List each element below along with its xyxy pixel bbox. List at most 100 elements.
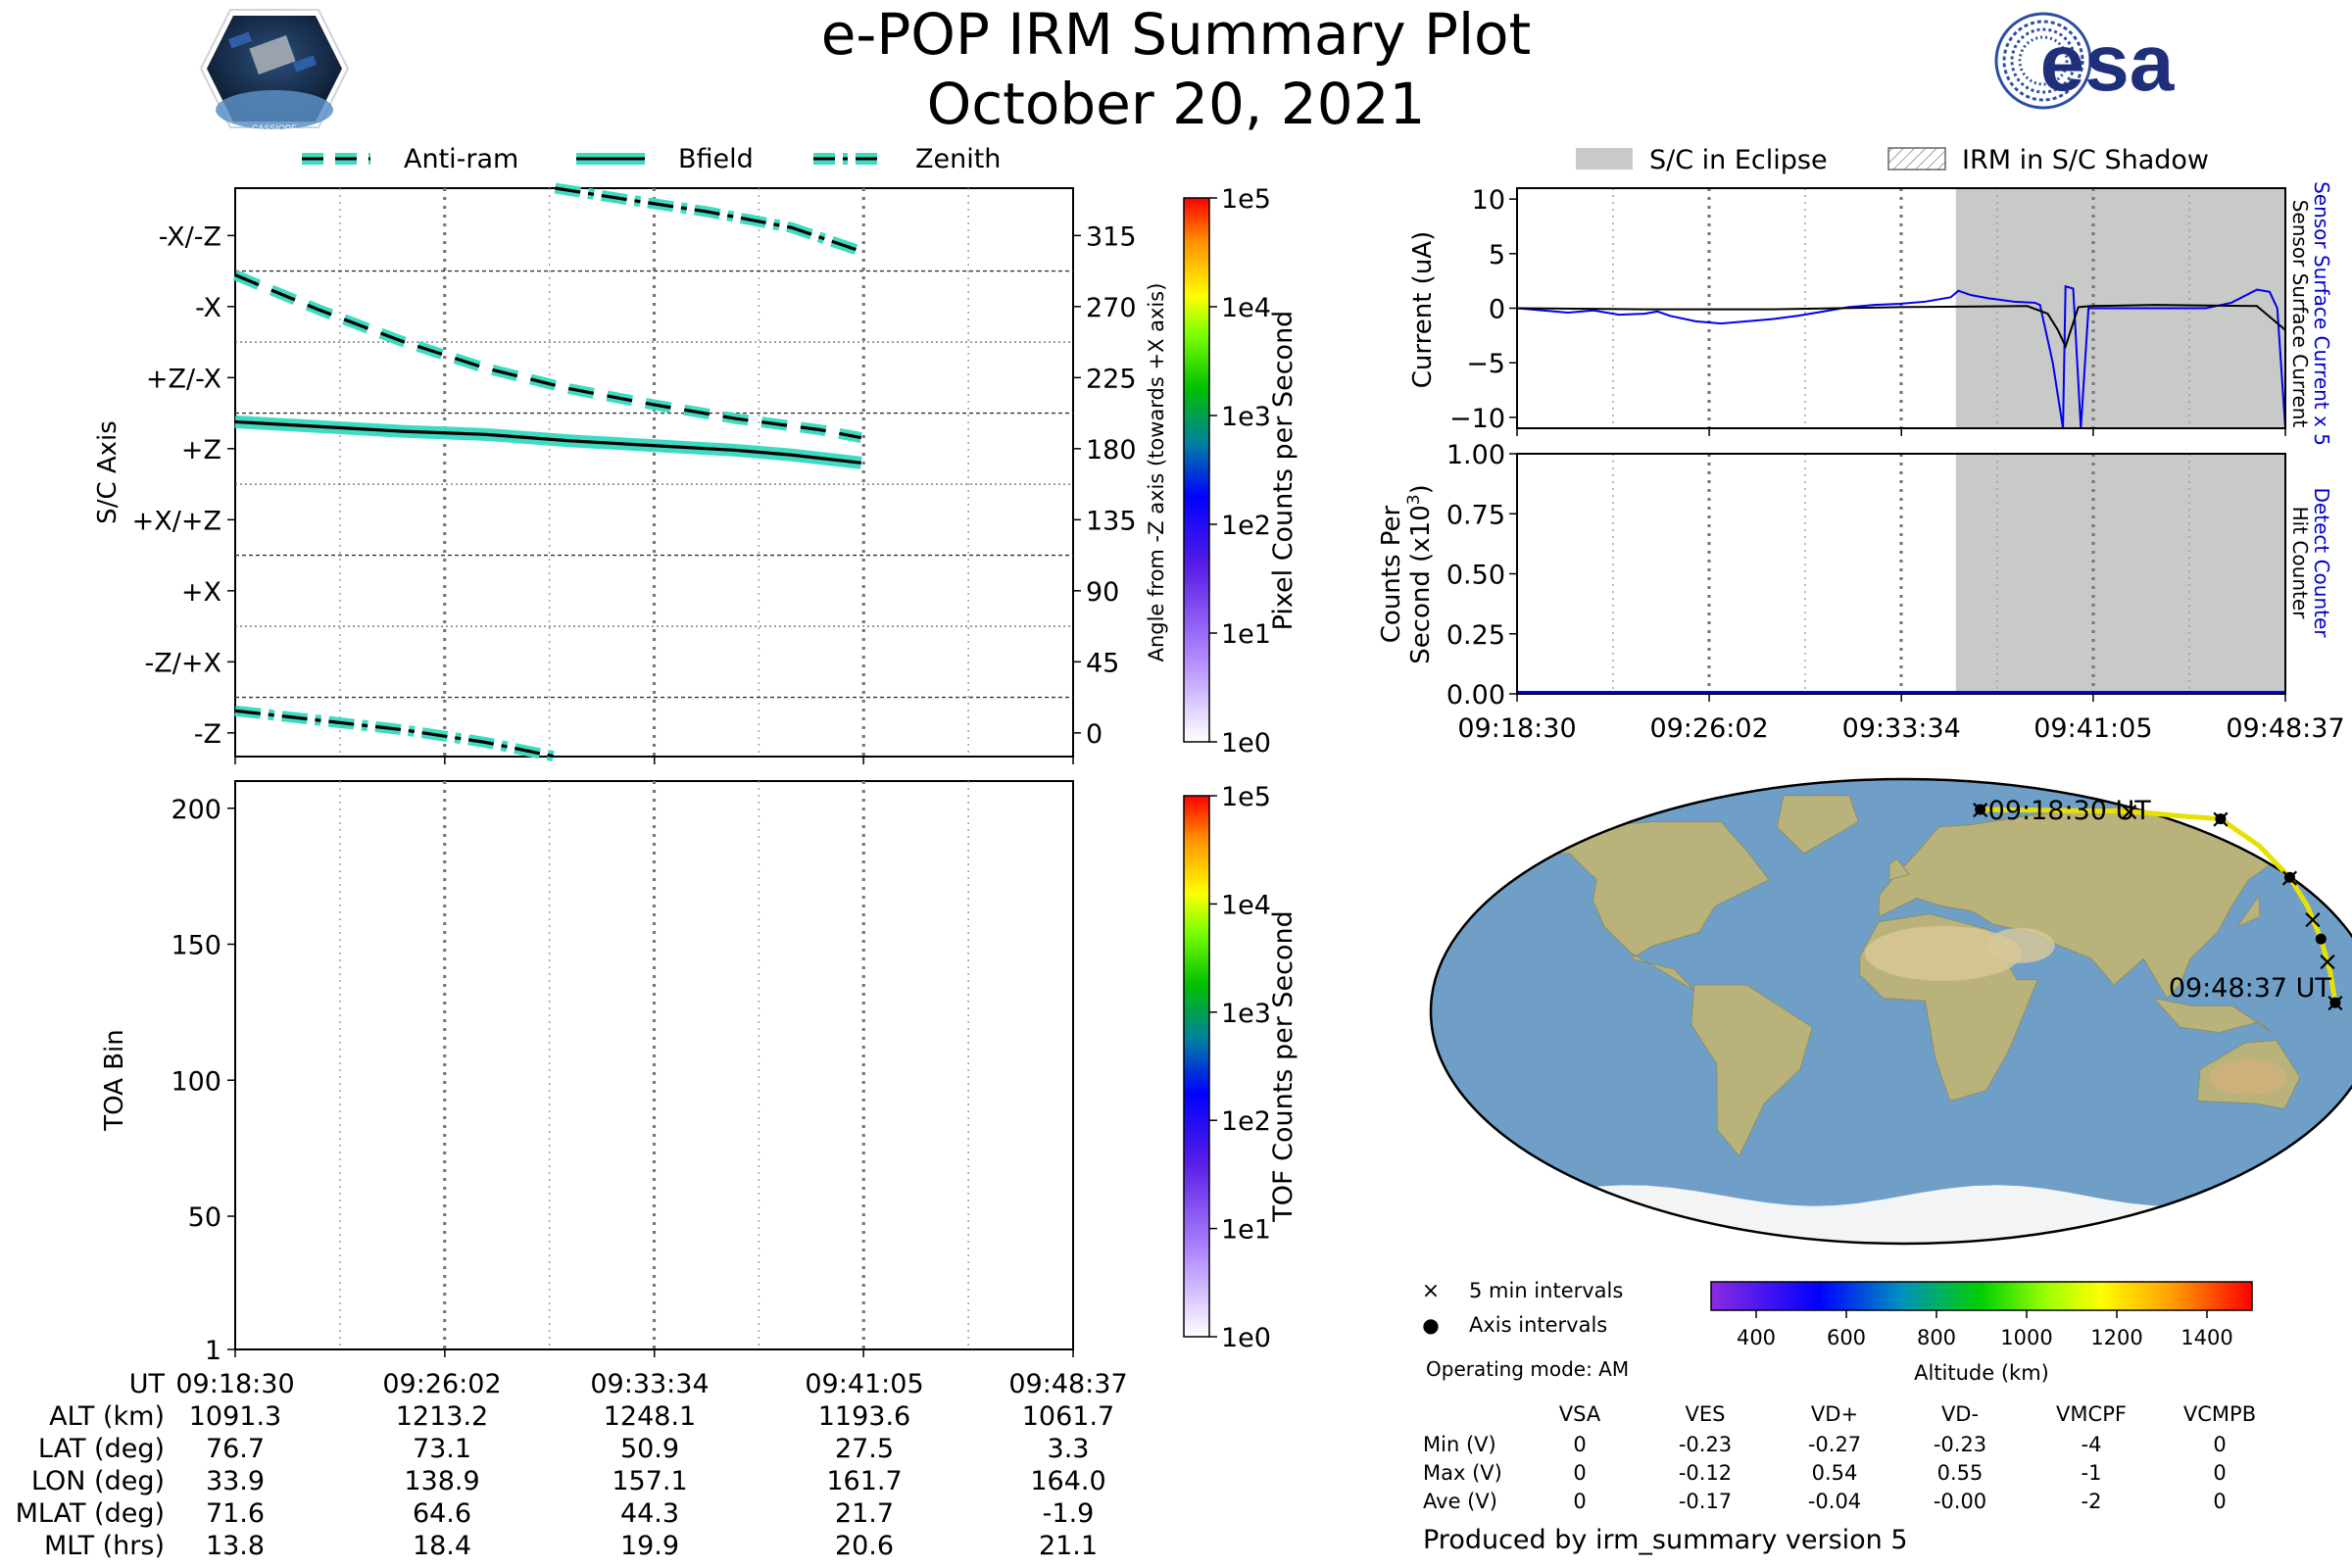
ephemeris-cell: 18.4 <box>413 1531 471 1561</box>
ephemeris-row-label: LAT (deg) <box>38 1434 165 1464</box>
altitude-tick-label: 400 <box>1737 1326 1776 1349</box>
map-legend: × 5 min intervals ● Axis intervals <box>1422 1279 1624 1337</box>
y-tick-label: 1 <box>205 1336 221 1366</box>
voltage-column-header: VD+ <box>1811 1402 1858 1426</box>
land-sahara <box>1864 925 2022 981</box>
voltage-cell: 0 <box>1573 1490 1586 1513</box>
y-category-tick-label: -X/-Z <box>159 221 221 252</box>
ephemeris-row-label: UT <box>129 1369 166 1399</box>
ephemeris-row-label: MLAT (deg) <box>16 1498 165 1529</box>
line-style-legend: Anti-ram Bfield Zenith <box>302 144 1001 174</box>
tof-counts-colorbar: 1e0 1e1 1e2 1e3 1e4 1e5 TOF Counts per Second <box>1183 782 1298 1353</box>
ephemeris-cell: 161.7 <box>826 1466 902 1496</box>
land-britain <box>1888 858 1910 881</box>
altitude-tick-label: 600 <box>1827 1326 1866 1349</box>
toa-ylabel: TOA Bin <box>100 1029 129 1131</box>
y2-tick-label: 315 <box>1086 221 1137 252</box>
altitude-colorbar-label: Altitude (km) <box>1914 1361 2049 1385</box>
voltage-cell: 0 <box>2213 1461 2226 1485</box>
altitude-tick-label: 800 <box>1917 1326 1956 1349</box>
voltage-column-header: VCMPB <box>2183 1402 2256 1426</box>
ephemeris-cell: 27.5 <box>835 1434 894 1464</box>
y-tick-label: 0.75 <box>1446 500 1505 530</box>
colorbar-tick-label: 1e0 <box>1221 728 1271 759</box>
map-border <box>1429 777 2352 1246</box>
ephemeris-cell: 164.0 <box>1030 1466 1105 1496</box>
colorbar-tick-label: 1e1 <box>1221 1215 1271 1246</box>
colorbar-tick-label: 1e4 <box>1221 890 1271 920</box>
voltage-cell: -0.12 <box>1679 1461 1732 1485</box>
land-south-america <box>1690 984 1813 1157</box>
counts-right-label-blue: Detect Counter <box>2310 488 2333 639</box>
footer-credit: Produced by irm_summary version 5 <box>1423 1525 1908 1555</box>
ephemeris-cell: 13.8 <box>206 1531 265 1561</box>
current-series-line <box>1516 284 2286 429</box>
ephemeris-cell: 1091.3 <box>189 1401 281 1432</box>
altitude-tick-label: 1400 <box>2180 1326 2232 1349</box>
current-series-line <box>1516 304 2286 350</box>
y2-tick-label: 45 <box>1086 648 1119 678</box>
ephemeris-cell: 20.6 <box>835 1531 894 1561</box>
map-legend-label: Axis intervals <box>1469 1313 1607 1337</box>
altitude-colorbar: 400 600 800 1000 1200 1400 Altitude (km) <box>1710 1281 2253 1385</box>
y-tick-label: −5 <box>1466 349 1505 379</box>
voltage-cell: 0.54 <box>1812 1461 1858 1485</box>
y2-tick-label: 135 <box>1086 506 1137 536</box>
y2-tick-label: 270 <box>1086 293 1137 323</box>
cassiope-logo-text: CASSIOPE <box>252 123 297 133</box>
current-right-label-black: Sensor Surface Current <box>2288 200 2312 428</box>
ephemeris-cell: -1.9 <box>1043 1498 1095 1529</box>
pixel-counts-colorbar: 1e0 1e1 1e2 1e3 1e4 1e5 Pixel Counts per Seco… <box>1183 184 1298 759</box>
ephemeris-cell: 09:48:37 <box>1008 1369 1127 1399</box>
y-category-tick-label: +X <box>181 577 221 608</box>
x-tick-label: 09:18:30 <box>1457 713 1576 744</box>
voltage-cell: 0 <box>1573 1433 1586 1456</box>
sc-axis-y2label: Angle from -Z axis (towards +X axis) <box>1145 283 1168 662</box>
esa-logo: esa <box>1994 12 2176 110</box>
series-line-zenith <box>555 186 862 253</box>
y-tick-label: 0.50 <box>1446 561 1505 591</box>
ephemeris-cell: 09:33:34 <box>590 1369 709 1399</box>
x-tick-label: 09:26:02 <box>1649 713 1768 744</box>
counts-right-label-black: Hit Counter <box>2288 507 2312 619</box>
axis-interval-marker <box>2315 933 2327 945</box>
y2-tick-label: 225 <box>1086 364 1137 394</box>
ephemeris-cell: 09:41:05 <box>805 1369 923 1399</box>
y-tick-label: 50 <box>188 1202 221 1233</box>
voltage-table: VSA VES VD+ VD- VMCPF VCMPB Min (V) 0 -0.23 -0.27… <box>1423 1402 2256 1513</box>
voltage-cell: -0.04 <box>1808 1490 1861 1513</box>
voltage-cell: 0.55 <box>1937 1461 1984 1485</box>
legend-swatch <box>1576 148 1633 170</box>
y-tick-label: 10 <box>1472 185 1505 216</box>
ephemeris-cell: 157.1 <box>612 1466 687 1496</box>
series-line-zenith <box>234 709 556 759</box>
voltage-row-label: Ave (V) <box>1423 1490 1497 1513</box>
land-japan <box>2235 894 2261 929</box>
land-outback <box>2209 1059 2288 1096</box>
y-tick-label: 0.25 <box>1446 620 1505 651</box>
y-category-tick-label: -Z <box>194 719 221 750</box>
colorbar-tick-label: 1e4 <box>1221 293 1271 323</box>
y-tick-label: 150 <box>171 931 221 961</box>
axis-interval-marker <box>2329 997 2341 1008</box>
land-greenland <box>1777 795 1859 855</box>
y2-tick-label: 90 <box>1086 577 1119 608</box>
x-tick-label: 09:48:37 <box>2226 713 2344 744</box>
y-tick-label: 0 <box>1489 295 1505 325</box>
ephemeris-cell: 3.3 <box>1048 1434 1090 1464</box>
ephemeris-table: UT 09:18:30 09:26:02 09:33:34 09:41:05 09:48:… <box>16 1369 1128 1561</box>
counts-ylabel-line2: Second (x103) <box>1404 484 1436 664</box>
legend-label: IRM in S/C Shadow <box>1962 145 2209 175</box>
y-category-tick-label: +Z/-X <box>146 364 221 394</box>
cassiope-logo: CASSIOPE <box>199 9 350 133</box>
y-tick-label: 100 <box>171 1066 221 1097</box>
y-category-tick-label: +X/+Z <box>132 506 221 536</box>
pixel-counts-colorbar-label: Pixel Counts per Second <box>1268 311 1298 631</box>
legend-label: Bfield <box>678 144 754 174</box>
axis-interval-marker <box>1975 804 1986 815</box>
current-right-label-blue: Sensor Surface Current x 5 <box>2310 181 2333 446</box>
sc-axis-panel: -Z -Z/+X +X +X/+Z +Z +Z/-X -X -X/-Z 0 45 90 135 180 2… <box>93 182 1168 764</box>
five-minute-marker: × <box>2118 797 2140 827</box>
current-panel: −10 −5 0 5 10 Current (uA) Sensor Surface Cu… <box>1408 181 2333 446</box>
